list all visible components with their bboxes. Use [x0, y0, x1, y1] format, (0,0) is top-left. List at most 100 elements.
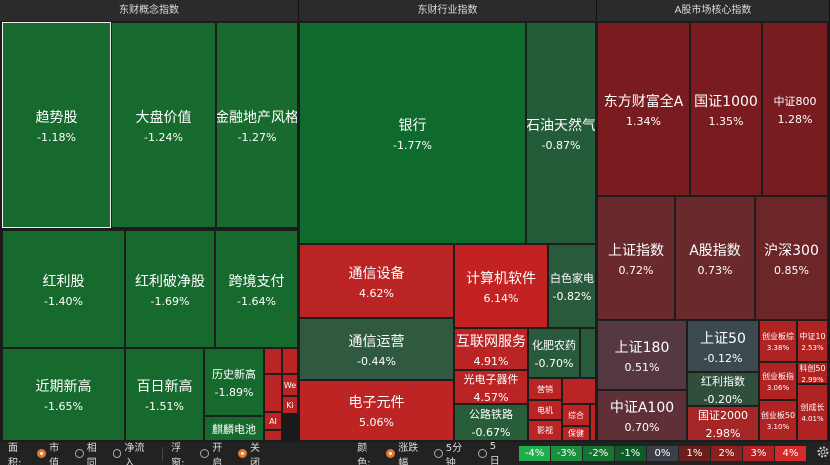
tile[interactable]: 红利指数 -0.20%: [687, 372, 759, 406]
tile[interactable]: 上证50 -0.12%: [687, 320, 759, 372]
option-group: 浮窗: 开启 关闭: [171, 439, 270, 465]
tile[interactable]: 国证1000 1.35%: [690, 22, 762, 196]
tile-name: 国证2000: [698, 409, 748, 422]
tile[interactable]: 影视: [528, 420, 562, 441]
legend-swatch: -1%: [614, 446, 646, 461]
tile-name: 影视: [537, 426, 553, 435]
tile[interactable]: 上证180 0.51%: [597, 320, 687, 390]
tile[interactable]: 金融地产风格 -1.27%: [216, 22, 298, 228]
tile-name: 互联网服务: [456, 333, 526, 350]
tile-name: 麒麟电池: [212, 422, 256, 436]
tile[interactable]: 通信设备 4.62%: [299, 244, 454, 318]
tile[interactable]: 通信运营 -0.44%: [299, 318, 454, 380]
tile-change: 1.28%: [777, 112, 813, 126]
tile-name: 百日新高: [136, 379, 193, 395]
tile[interactable]: 红利股 -1.40%: [2, 230, 125, 348]
tile[interactable]: 历史新高 -1.89%: [204, 348, 264, 416]
tile[interactable]: 东方财富全A 1.34%: [597, 22, 690, 196]
radio-button[interactable]: [37, 449, 47, 458]
tile-change: -0.12%: [703, 351, 743, 365]
radio-button[interactable]: [112, 449, 122, 458]
legend-swatch: 4%: [774, 446, 806, 461]
tile[interactable]: 石油天然气 -0.87%: [526, 22, 596, 244]
tile-name: 近期新高: [35, 379, 92, 395]
tile[interactable]: 国证2000 2.98%: [687, 406, 759, 441]
radio-button[interactable]: [238, 449, 247, 458]
radio-option[interactable]: 涨跌幅: [386, 439, 428, 465]
radio-option[interactable]: 净流入: [112, 439, 155, 465]
tile-change: -1.18%: [37, 130, 76, 144]
tile[interactable]: 沪深300 0.85%: [755, 196, 828, 320]
radio-button[interactable]: [200, 449, 210, 458]
tile-name: 保健: [568, 429, 584, 438]
radio-option[interactable]: 相同: [74, 439, 107, 465]
radio-button[interactable]: [477, 449, 487, 458]
tile-name: 石油天然气: [526, 117, 596, 134]
radio-option[interactable]: 关闭: [238, 439, 270, 465]
tile-name: 科创50: [799, 363, 826, 373]
radio-button[interactable]: [433, 449, 443, 458]
tile[interactable]: 化肥农药 -0.70%: [528, 328, 580, 378]
tile-change: -1.69%: [150, 294, 190, 308]
legend-swatch: 2%: [710, 446, 742, 461]
separator: [162, 446, 164, 461]
tile[interactable]: 公路铁路 -0.67%: [454, 404, 528, 441]
tile-name: 光电子器件: [463, 372, 519, 386]
radio-option[interactable]: 5日: [477, 441, 506, 465]
tile-name: 创业板指: [762, 371, 794, 381]
tile-name: 趋势股: [35, 109, 78, 126]
radio-button[interactable]: [74, 449, 84, 458]
tile[interactable]: 科创50 2.99%: [797, 362, 828, 384]
tile[interactable]: 近期新高 -1.65%: [2, 348, 125, 441]
tile[interactable]: 中证800 1.28%: [762, 22, 828, 196]
tile[interactable]: 中证A100 0.70%: [597, 390, 687, 441]
radio-option[interactable]: 市值: [37, 439, 69, 465]
tile[interactable]: 保健: [562, 426, 590, 441]
tile-name: AI: [269, 416, 277, 426]
tile[interactable]: 计算机软件 6.14%: [454, 244, 548, 328]
tile-change: -1.51%: [145, 400, 184, 413]
tile[interactable]: 创成长 4.01%: [797, 384, 828, 441]
tile-name: 红利指数: [701, 374, 745, 388]
tile-name: 跨境支付: [228, 273, 285, 290]
tile[interactable]: 红利破净股 -1.69%: [125, 230, 215, 348]
tile[interactable]: 中证10 2.53%: [797, 320, 828, 362]
radio-option[interactable]: 开启: [200, 439, 232, 465]
settings-gear[interactable]: [816, 445, 830, 462]
tile[interactable]: 跨境支付 -1.64%: [215, 230, 298, 348]
option-label: 浮窗:: [171, 442, 185, 465]
tile[interactable]: 营销: [528, 378, 562, 400]
tile[interactable]: 创业板综 3.38%: [759, 320, 797, 362]
tile[interactable]: 电机: [528, 400, 562, 420]
tile[interactable]: AI: [264, 412, 282, 430]
tile[interactable]: 创业板50 3.10%: [759, 400, 797, 441]
tile-change: -0.70%: [534, 356, 574, 370]
gear-icon[interactable]: [816, 445, 830, 459]
tile[interactable]: A股指数 0.73%: [675, 196, 755, 320]
tile[interactable]: 创业板指 3.06%: [759, 362, 797, 400]
tile[interactable]: 白色家电 -0.82%: [548, 244, 596, 328]
tile-name: 化肥农药: [532, 338, 576, 352]
filler-tile: [562, 378, 596, 404]
tile[interactable]: 互联网服务 4.91%: [454, 328, 528, 370]
tile-name: 综合: [568, 410, 584, 420]
tile[interactable]: 光电子器件 4.57%: [454, 370, 528, 404]
radio-option[interactable]: 5分钟: [433, 439, 472, 465]
tile-change: 0.51%: [624, 360, 660, 374]
filler-tile: [264, 374, 282, 412]
tile[interactable]: 百日新高 -1.51%: [125, 348, 204, 441]
tile[interactable]: 麒麟电池: [204, 416, 264, 441]
tile[interactable]: 趋势股 -1.18%: [2, 22, 111, 228]
tile[interactable]: 综合: [562, 404, 590, 426]
tile[interactable]: Ki: [282, 396, 298, 414]
tile-name: 电机: [537, 405, 553, 415]
tile[interactable]: 上证指数 0.72%: [597, 196, 675, 320]
tile-name: 中证10: [799, 331, 826, 341]
radio-button[interactable]: [386, 449, 396, 458]
tile[interactable]: We: [282, 374, 298, 396]
radio-text: 开启: [212, 442, 223, 465]
tile-change: 4.57%: [473, 390, 509, 404]
tile[interactable]: 银行 -1.77%: [299, 22, 526, 244]
tile[interactable]: 电子元件 5.06%: [299, 380, 454, 441]
tile[interactable]: 大盘价值 -1.24%: [111, 22, 216, 228]
